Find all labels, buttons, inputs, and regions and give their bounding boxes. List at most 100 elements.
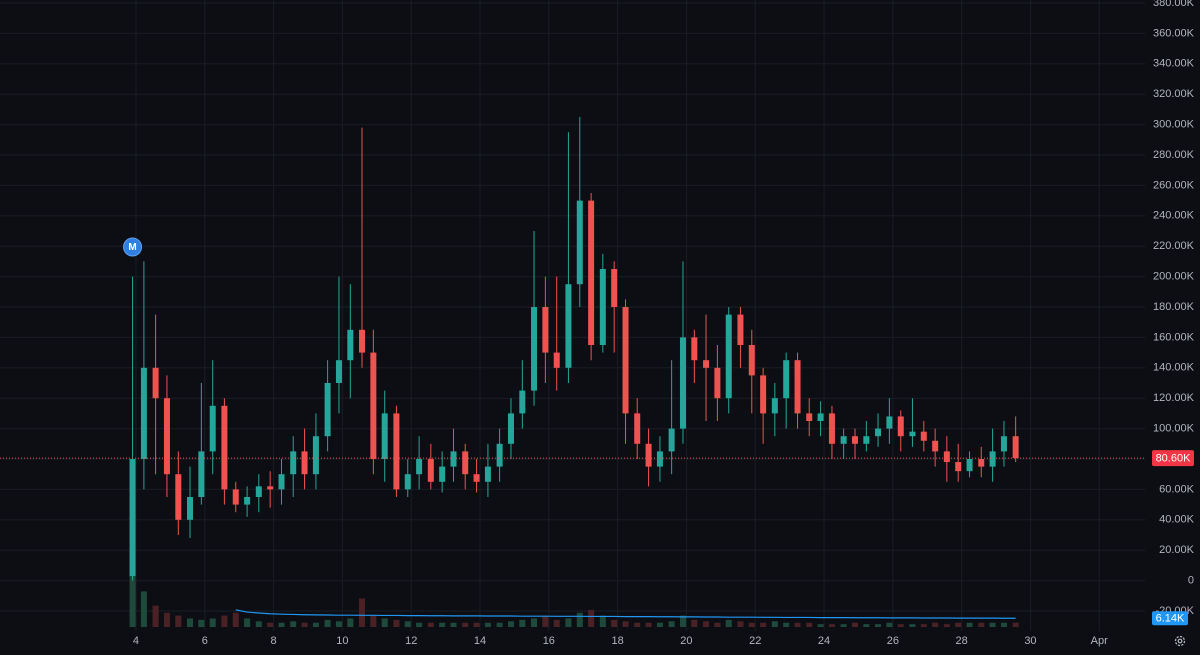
candle-body [255,486,262,497]
candle-body [932,440,939,452]
x-tick-label: 4 [133,635,139,647]
volume-bar [611,619,618,627]
candle-body [1000,436,1007,452]
candle-body [588,200,595,345]
volume-bar [737,621,744,627]
x-tick-label: 14 [474,635,486,647]
candle-body [817,413,824,421]
volume-bar [622,621,629,627]
candle-body [187,497,194,520]
y-tick-label: 200.00K [1153,271,1195,283]
volume-bar [484,622,491,627]
volume-bar [668,621,675,627]
y-tick-label: 120.00K [1153,392,1195,404]
candle-body [301,451,308,475]
x-tick-label: 28 [956,635,968,647]
candle-body [760,375,767,414]
y-tick-label: 40.00K [1159,514,1195,526]
volume-ma-line [235,609,1016,619]
volume-bar [978,622,985,627]
volume-bar [875,624,882,627]
x-tick-label: 18 [611,635,623,647]
y-tick-label: 300.00K [1153,119,1195,131]
volume-bar [943,624,950,627]
volume-bar [553,619,560,627]
volume-bar [909,624,916,627]
price-label: 80.60K [1156,452,1192,464]
volume-bar [462,622,469,627]
candle-body [439,466,446,482]
volume-bar [840,624,847,627]
candle-body [725,314,732,399]
volume-bar [393,619,400,627]
candle-body [668,428,675,452]
y-tick-label: 260.00K [1153,179,1195,191]
y-tick-label: 240.00K [1153,210,1195,222]
volume-bar [817,624,824,627]
volume-bar [301,622,308,627]
candle-body [484,466,491,482]
candle-body [416,459,423,475]
candle-body [278,474,285,490]
candle-body [737,314,744,345]
volume-bar [599,615,606,627]
volume-bar [244,618,251,627]
volume-bar [542,615,549,627]
candle-body [978,459,985,467]
volume-bar [519,619,526,627]
candle-body [634,413,641,444]
candle-body [622,307,629,414]
gear-inner [1177,638,1183,644]
volume-bar [267,622,274,627]
candle-body [863,436,870,444]
volume-bar [312,622,319,627]
volume-bar [851,622,858,627]
x-tick-label: 24 [818,635,830,647]
marker-label: M [128,242,136,253]
candle-body [909,431,916,437]
candle-body [152,367,159,399]
volume-bar [290,621,297,627]
y-tick-label: 340.00K [1153,58,1195,70]
volume-bar [427,622,434,627]
candle-body [232,489,239,505]
y-tick-label: 360.00K [1153,27,1195,39]
candle-body [221,405,228,490]
candle-body [519,390,526,414]
volume-bar [989,622,996,627]
candle-body [989,451,996,467]
candle-body [645,443,652,467]
candle-body [427,459,434,482]
candle-body [359,329,366,353]
candles [129,117,1019,581]
candle-body [163,398,170,475]
volume-bar [656,622,663,627]
volume-bar [703,621,710,627]
candle-body [542,307,549,353]
volume-bar [324,619,331,627]
volume-bar [335,621,342,627]
volume-bar [863,624,870,627]
candle-body [381,413,388,459]
x-tick-label: 6 [202,635,208,647]
candle-body [1012,436,1019,459]
volume-bar [565,618,572,627]
marker-badge [123,237,143,257]
candle-body [450,451,457,467]
candle-body [267,486,274,490]
candle-body [553,352,560,368]
volume-bar [152,605,159,627]
volume-label: 6.14K [1156,613,1185,625]
x-tick-label: 8 [271,635,277,647]
volume-bar [507,621,514,627]
price-label-box [1152,450,1194,467]
volume-bar [576,612,583,627]
x-tick-label: 26 [887,635,899,647]
candle-body [393,413,400,490]
y-tick-label: 280.00K [1153,149,1195,161]
settings-icon[interactable] [1174,635,1186,647]
candle-body [783,360,790,399]
candle-body [828,413,835,444]
candle-body [175,474,182,520]
volume-bar [955,622,962,627]
